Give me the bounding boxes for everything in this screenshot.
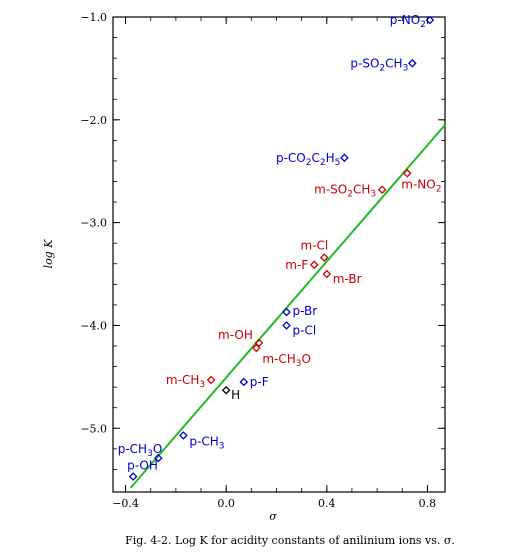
figure-caption: Fig. 4-2. Log K for acidity constants of… bbox=[125, 534, 455, 547]
point-label: p-SO2CH3 bbox=[350, 56, 408, 73]
y-tick-label: −4.0 bbox=[80, 319, 107, 332]
point-label: p-CH3 bbox=[189, 434, 224, 451]
axis-ticks bbox=[113, 16, 445, 492]
x-tick-label: 0.4 bbox=[318, 497, 336, 510]
y-tick-label: −5.0 bbox=[80, 422, 107, 435]
data-point bbox=[282, 321, 291, 330]
point-label: m-Cl bbox=[301, 239, 329, 253]
point-labels: p-NO2 p-SO2CH3 p-CO2C2H5 m-NO2 m-SO2CH3 m-Cl m… bbox=[118, 13, 442, 472]
data-point bbox=[402, 168, 412, 178]
data-point bbox=[206, 375, 216, 385]
data-point bbox=[377, 185, 387, 195]
data-point bbox=[221, 385, 231, 395]
y-tick-label: −3.0 bbox=[80, 217, 107, 230]
point-label: p-Cl bbox=[293, 323, 317, 337]
point-label: H bbox=[231, 388, 240, 402]
data-point bbox=[340, 153, 349, 163]
point-label: p-CO2C2H5 bbox=[276, 151, 340, 168]
data-point bbox=[407, 58, 417, 68]
point-label: p-OH bbox=[127, 459, 158, 473]
x-tick-label: −0.4 bbox=[112, 497, 139, 510]
data-point bbox=[179, 431, 188, 440]
point-label: m-CH3 bbox=[166, 373, 205, 390]
y-tick-label: −1.0 bbox=[80, 11, 107, 24]
data-point bbox=[239, 377, 249, 387]
point-label: m-SO2CH3 bbox=[314, 183, 376, 200]
data-point bbox=[252, 343, 261, 353]
point-label: p-F bbox=[250, 375, 269, 389]
point-label: m-CH3O bbox=[262, 352, 311, 369]
x-tick-label: 0.8 bbox=[419, 497, 437, 510]
x-axis-title: σ bbox=[269, 510, 277, 523]
point-label: m-Br bbox=[333, 272, 362, 286]
point-label: m-OH bbox=[218, 328, 253, 342]
data-point bbox=[319, 253, 329, 262]
point-label: p-CH3O bbox=[118, 442, 163, 459]
data-point bbox=[282, 307, 291, 317]
data-point bbox=[128, 472, 138, 481]
tick-labels: −0.4 0.0 0.4 0.8 −1.0 −2.0 −3.0 −4.0 −5.0 bbox=[80, 11, 436, 510]
y-tick-label: −2.0 bbox=[80, 114, 107, 127]
data-point bbox=[425, 15, 435, 25]
point-label: p-NO2 bbox=[390, 13, 426, 30]
point-label: m-NO2 bbox=[401, 177, 441, 194]
data-point bbox=[153, 453, 163, 463]
data-point bbox=[322, 269, 332, 279]
point-label: m-F bbox=[285, 258, 308, 272]
x-tick-label: 0.0 bbox=[217, 497, 235, 510]
point-label: p-Br bbox=[293, 304, 318, 318]
y-axis-title: log K bbox=[42, 239, 55, 269]
fit-line bbox=[129, 124, 446, 489]
plot-frame bbox=[112, 16, 446, 493]
data-point bbox=[309, 260, 319, 270]
data-points bbox=[128, 15, 435, 481]
